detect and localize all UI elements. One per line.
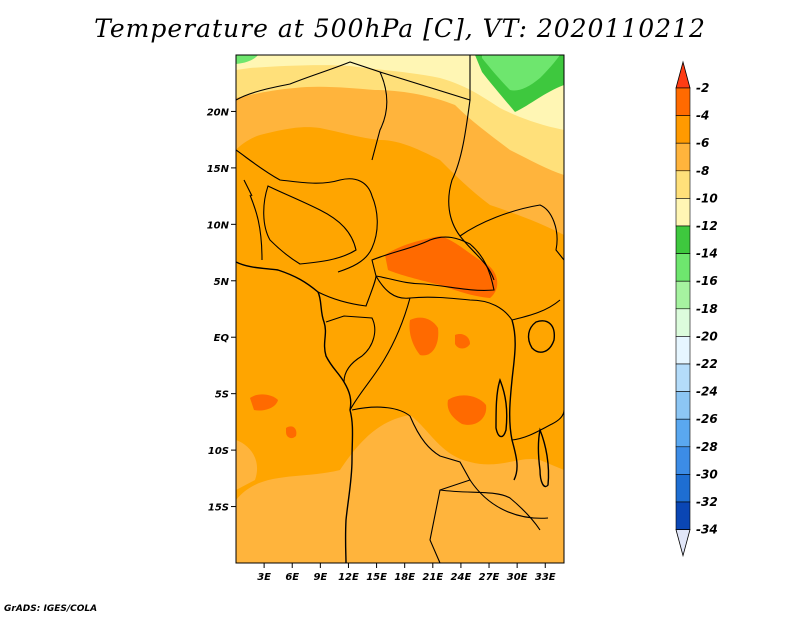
colorbar-swatch: [675, 308, 691, 337]
lat-tick-label: EQ: [214, 333, 230, 344]
border-gabon-congo: [325, 315, 376, 383]
border-chad-sudan: [448, 99, 495, 281]
field-south-band: [236, 415, 564, 563]
colorbar-swatch: [675, 474, 691, 503]
colorbar-swatch: [675, 142, 691, 172]
coastline-lakes-east: [509, 319, 518, 481]
colorbar-label: -22: [696, 357, 718, 371]
colorbar-label: -26: [696, 412, 718, 426]
border-zimbabwe: [469, 479, 549, 519]
map-title: Temperature at 500hPa [C], VT: 202011021…: [94, 14, 706, 43]
lat-tick-label: 15S: [208, 503, 229, 514]
colorbar-label: -28: [696, 440, 718, 454]
colorbar-swatch: [675, 115, 691, 144]
colorbar-swatch: [675, 225, 691, 254]
colorbar-swatch: [675, 170, 691, 199]
colorbar-label: -6: [696, 136, 709, 150]
border-tanzania: [511, 409, 564, 441]
border-angola: [351, 406, 471, 563]
colorbar-swatch: [675, 336, 691, 365]
colorbar-swatch: [675, 363, 691, 392]
colorbar-label: -18: [696, 302, 718, 316]
field-warm-patch-2: [409, 317, 439, 356]
border-west-small: [243, 179, 263, 261]
colorbar-swatch: [675, 87, 691, 116]
lat-tick-label: 15N: [207, 164, 230, 175]
colorbar-swatch: [675, 253, 691, 282]
colorbar-label: -24: [696, 385, 718, 399]
lon-tick-label: 15E: [366, 572, 387, 583]
colorbar: -2 -4 -6 -8 -10 -12 -14 -16 -18 -20 -22 -24 -26 -28 -3…: [675, 60, 718, 558]
field-warm-patch-5: [455, 334, 470, 349]
colorbar-label: -10: [696, 191, 718, 205]
border-north-1: [236, 61, 388, 161]
border-nigeria: [263, 185, 357, 265]
field-warm-patch-1: [385, 236, 498, 298]
colorbar-label: -20: [696, 329, 718, 343]
colorbar-bottom-arrow: [675, 529, 691, 558]
colorbar-swatch: [675, 501, 691, 530]
border-sudan-south: [459, 204, 564, 261]
border-drc-west: [349, 297, 411, 411]
colorbar-swatch: [675, 198, 691, 227]
field-warm-patch-4: [250, 394, 278, 411]
lon-tick-label: 9E: [313, 572, 327, 583]
lat-tick-label: 10N: [207, 220, 230, 231]
lake-tanganyika: [495, 377, 508, 438]
lon-tick-label: 18E: [394, 572, 415, 583]
field-green-light: [482, 55, 560, 91]
lat-tick-label: 5N: [214, 277, 230, 288]
colorbar-label: -30: [696, 467, 718, 481]
field-warm-patch-3: [447, 395, 487, 425]
lon-tick-label: 6E: [285, 572, 299, 583]
lake-malawi: [537, 427, 550, 488]
border-cameroon: [317, 275, 377, 307]
grads-credit: GrADS: IGES/COLA: [4, 604, 98, 614]
coastline-gulf-of-guinea: [236, 261, 354, 563]
colorbar-swatch: [675, 391, 691, 420]
lon-tick-label: 33E: [535, 572, 556, 583]
field-green-corner: [236, 55, 258, 64]
country-borders: [236, 55, 564, 563]
border-uganda-kenya: [511, 299, 561, 321]
colorbar-label: -4: [696, 109, 709, 123]
colorbar-swatch: [675, 280, 691, 310]
colorbar-label: -8: [696, 164, 709, 178]
colorbar-swatch: [675, 418, 691, 448]
colorbar-label: -12: [696, 219, 718, 233]
lon-tick-label: 30E: [507, 572, 528, 583]
temperature-field: [236, 55, 564, 563]
lat-tick-label: 10S: [208, 446, 229, 457]
field-north-pale: [236, 55, 564, 130]
colorbar-top-arrow: [675, 60, 691, 89]
border-sahel: [236, 149, 378, 273]
border-drc: [375, 275, 513, 321]
map-frame: [235, 54, 565, 564]
colorbar-label: -16: [696, 274, 718, 288]
border-zambia: [439, 489, 541, 531]
lon-tick-label: 24E: [451, 572, 472, 583]
colorbar-label: -2: [696, 81, 709, 95]
lon-tick-label: 21E: [422, 572, 443, 583]
colorbar-label: -32: [696, 495, 718, 509]
colorbar-swatch: [675, 446, 691, 475]
lake-victoria: [527, 320, 555, 353]
border-car: [371, 236, 495, 291]
field-south-band-2: [236, 440, 258, 490]
lon-tick-label: 3E: [257, 572, 271, 583]
colorbar-label: -34: [696, 523, 718, 537]
colorbar-label: -14: [696, 247, 718, 261]
lat-tick-label: 20N: [207, 107, 230, 118]
lon-tick-label: 27E: [479, 572, 500, 583]
longitude-axis: 3E 6E 9E 12E 15E 18E 21E 24E 27E 30E 33E: [257, 563, 556, 583]
lon-tick-label: 12E: [338, 572, 359, 583]
latitude-axis: 20N 15N 10N 5N EQ 5S 10S 15S: [207, 107, 236, 514]
field-warm-patch-6: [286, 426, 297, 439]
lat-tick-label: 5S: [215, 390, 229, 401]
